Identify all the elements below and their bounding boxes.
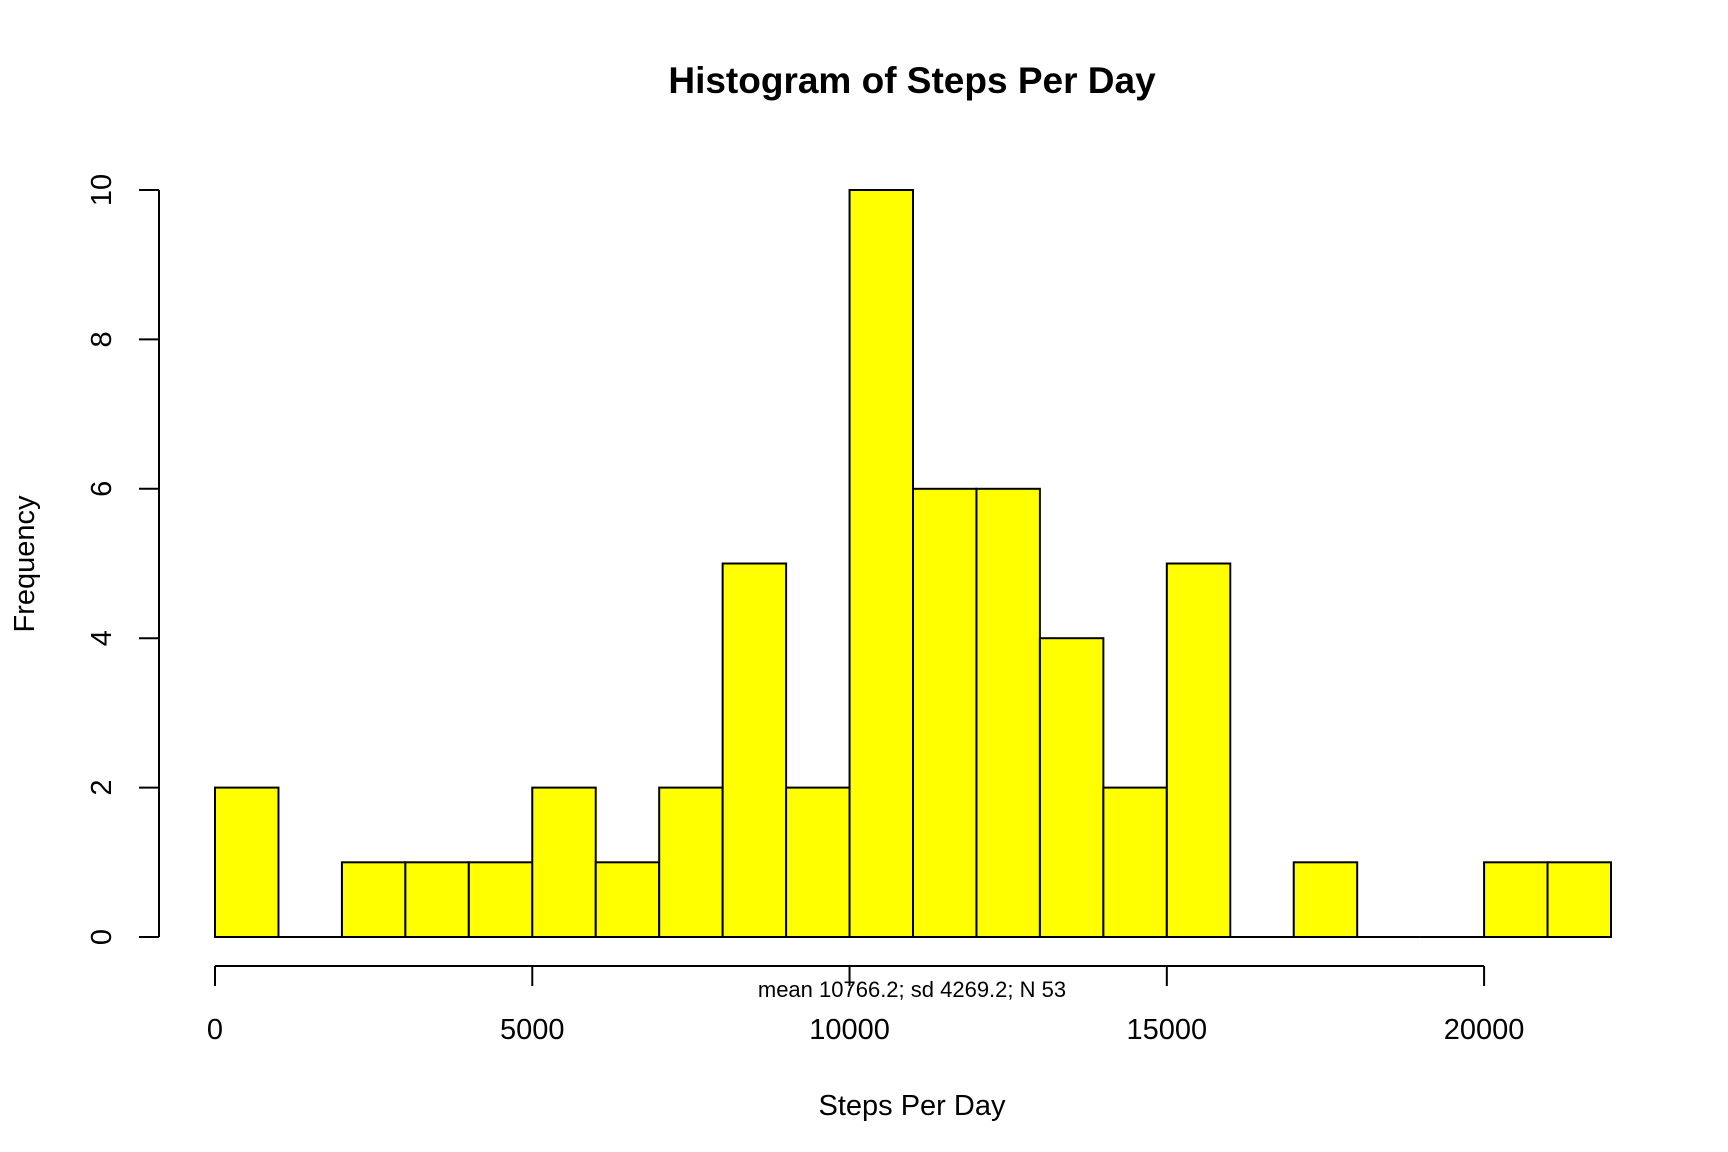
x-tick-label: 10000 <box>809 1014 890 1046</box>
y-tick-label: 10 <box>86 174 118 206</box>
stats-annotation: mean 10766.2; sd 4269.2; N 53 <box>758 977 1066 1002</box>
chart-title: Histogram of Steps Per Day <box>668 60 1156 101</box>
histogram-bar <box>848 189 915 938</box>
histogram-bar <box>1292 861 1359 938</box>
y-tick-label: 6 <box>86 481 118 497</box>
x-tick-label: 5000 <box>500 1014 565 1046</box>
y-tick-label: 4 <box>86 630 118 646</box>
x-tick-label: 0 <box>207 1014 223 1046</box>
histogram-bar <box>912 487 978 938</box>
histogram-bar <box>1483 861 1549 938</box>
histogram-bar <box>594 861 661 938</box>
histogram-bar <box>1165 562 1232 938</box>
y-axis: 0 2 4 6 8 10 <box>86 174 160 945</box>
y-axis-label: Frequency <box>9 495 41 633</box>
histogram-bar <box>340 861 407 938</box>
histogram-bar <box>1038 637 1105 938</box>
histogram-bar <box>1546 861 1612 938</box>
histogram-bar <box>531 786 597 938</box>
histogram-bar <box>658 786 724 938</box>
x-axis: 0 5000 10000 15000 20000 <box>207 965 1525 1046</box>
bars-group <box>214 189 1612 938</box>
histogram-bar <box>214 786 280 938</box>
histogram-bar <box>721 562 788 938</box>
y-tick-label: 2 <box>86 780 118 796</box>
x-tick-label: 20000 <box>1444 1014 1525 1046</box>
histogram-bar <box>404 861 470 938</box>
x-tick-label: 15000 <box>1126 1014 1207 1046</box>
y-tick-label: 8 <box>86 331 118 347</box>
histogram-bar <box>785 786 851 938</box>
histogram-bar <box>975 487 1041 938</box>
histogram-bar <box>467 861 534 938</box>
y-tick-label: 0 <box>86 929 118 945</box>
x-axis-label: Steps Per Day <box>819 1090 1006 1122</box>
histogram-bar <box>1102 786 1168 938</box>
